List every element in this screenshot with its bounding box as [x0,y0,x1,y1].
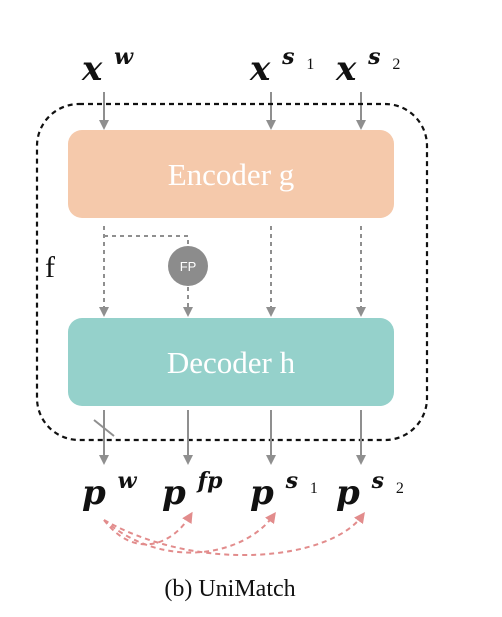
output-ps1-sup: s [285,468,298,494]
encoder-block [68,130,394,218]
decoder-label: Decoder h [167,345,296,380]
output-ps1-supsub: 1 [310,480,318,497]
input-label-xs2: x s 2 [335,33,400,89]
output-pw-sup: w [118,468,138,494]
input-xs1-supsub: 1 [306,56,314,73]
input-xs2-base: x [335,49,357,89]
input-xs1-sup: s [281,44,294,70]
output-ps2-base: p [336,473,360,513]
input-xw-base: x [81,49,103,89]
container-f-label: f [45,251,55,284]
output-pw-base: p [82,473,106,513]
input-label-xs1: x s 1 [249,33,314,89]
output-label-pfp: p fp [162,468,223,513]
consistency-arrow-to-ps1 [103,511,276,554]
input-xw-sup: w [114,44,134,70]
figure-caption: (b) UniMatch [164,576,295,602]
output-label-ps1: p s 1 [250,457,318,513]
input-xs2-sup: s [367,44,380,70]
output-ps2-sup: s [371,468,384,494]
output-ps2-supsub: 2 [396,480,404,497]
model-f-container [35,102,429,442]
consistency-arrow-to-pfp [103,511,193,546]
fp-node [168,246,208,286]
decoder-block [68,318,394,406]
fp-branch-line [104,235,189,247]
input-xs2-supsub: 2 [392,56,400,73]
output-ps1-base: p [250,473,274,513]
consistency-arrow-to-ps2 [103,511,365,557]
input-xs1-base: x [249,49,271,89]
fp-label: FP [180,259,197,274]
output-pfp-sup: fp [196,468,223,494]
output-pfp-base: p [162,473,186,513]
stop-gradient-mark [93,419,115,437]
output-label-ps2: p s 2 [336,457,404,513]
encoder-label: Encoder g [168,157,295,192]
output-label-pw: p w [82,468,138,513]
input-label-xw: x w [81,44,134,89]
